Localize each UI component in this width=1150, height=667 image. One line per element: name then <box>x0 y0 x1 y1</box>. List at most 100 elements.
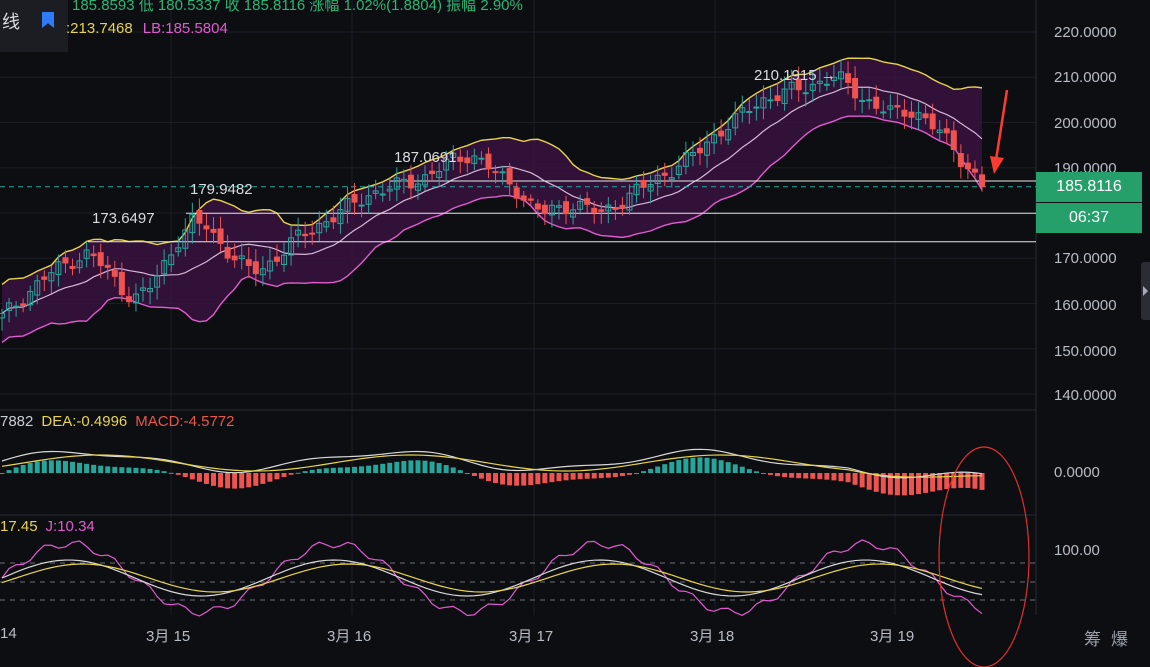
candle-body <box>210 228 217 233</box>
candle-body <box>584 198 591 205</box>
macd-bar <box>556 473 562 482</box>
candle-body <box>111 270 118 277</box>
candle-body <box>654 174 661 184</box>
candle-body <box>809 83 816 91</box>
macd-dea-line <box>1 454 983 478</box>
macd-bar <box>810 473 816 479</box>
candle-body <box>302 233 309 237</box>
candle-body <box>718 130 725 137</box>
macd-bar <box>27 463 33 473</box>
candle-body <box>534 203 541 210</box>
price-tick-label: 150.0000 <box>1054 343 1117 360</box>
candle-body <box>13 305 20 308</box>
candle-body <box>929 113 936 130</box>
candle-body <box>386 188 393 192</box>
boll-lb: LB:185.5804 <box>142 20 228 37</box>
macd-bar <box>852 473 858 485</box>
candle-body <box>570 209 577 218</box>
macd-bar <box>493 473 499 484</box>
candle-body <box>224 246 231 259</box>
candle-body <box>696 147 703 154</box>
macd-bar <box>98 465 104 473</box>
candle-body <box>245 259 252 266</box>
macd-bar <box>70 461 76 473</box>
macd-legend: 7882 DEA:-0.4996 MACD:-4.5772 <box>0 413 234 430</box>
candle-body <box>273 256 280 262</box>
time-tick-label: 3月 15 <box>146 628 191 645</box>
macd-bar <box>824 473 830 480</box>
macd-bar <box>775 473 781 477</box>
candle-body <box>922 113 929 119</box>
macd-bar <box>584 473 590 479</box>
countdown-badge: 06:37 <box>1036 203 1142 233</box>
macd-bar <box>612 473 618 478</box>
macd-bar <box>944 473 950 490</box>
candle-body <box>598 209 605 212</box>
macd-bar <box>655 466 661 473</box>
candle-body <box>957 153 964 167</box>
macd-bar <box>937 473 943 491</box>
candle-body <box>337 209 344 225</box>
macd-bar <box>626 473 632 475</box>
candle-body <box>351 194 358 203</box>
time-tick-label: 3月 17 <box>509 628 554 645</box>
candle-body <box>154 275 161 288</box>
red-arrow-head <box>990 156 1004 174</box>
candle-body <box>979 174 985 187</box>
candle-body <box>873 96 880 109</box>
candle-body <box>612 207 619 210</box>
price-tick-label: 170.0000 <box>1054 250 1117 267</box>
candle-body <box>478 157 485 160</box>
expand-handle-icon[interactable] <box>1141 262 1150 320</box>
burst-tool[interactable]: 爆 <box>1111 630 1128 649</box>
annotation-high: 210.1915 → <box>754 67 836 84</box>
candle-body <box>6 302 13 311</box>
candle-body <box>732 113 739 129</box>
price-tick-label: 140.0000 <box>1054 387 1117 404</box>
macd-bar <box>288 473 294 475</box>
macd-bar <box>133 467 139 473</box>
symbol-tab[interactable]: 线 <box>0 0 68 52</box>
macd-bar <box>739 466 745 473</box>
candle-body <box>901 109 908 117</box>
candle-body <box>506 168 513 185</box>
macd-bar <box>535 473 541 485</box>
macd-bar <box>189 473 195 480</box>
macd-bar <box>549 473 555 483</box>
macd-bar <box>880 473 886 494</box>
macd-bar <box>683 458 689 473</box>
time-tick-label: 3月 19 <box>870 628 915 645</box>
candle-body <box>464 157 471 164</box>
macd-dif: 7882 <box>0 413 34 430</box>
macd-bar <box>316 468 322 473</box>
candle-body <box>55 261 62 275</box>
candle-body <box>443 158 450 171</box>
candle-body <box>802 92 809 95</box>
macd-bar <box>542 473 548 484</box>
macd-bar <box>330 467 336 473</box>
time-tick-label: 3月 16 <box>327 628 372 645</box>
candle-body <box>640 179 647 188</box>
macd-bar <box>309 469 315 473</box>
candle-body <box>866 99 873 102</box>
candle-body <box>189 214 196 234</box>
candle-body <box>633 183 640 196</box>
kdj-j: J:10.34 <box>45 518 95 535</box>
red-arrow-shaft <box>994 89 1009 161</box>
boll-band <box>2 58 982 343</box>
macd-bar <box>760 473 766 474</box>
candle-body <box>647 184 654 192</box>
candle-body <box>344 197 351 212</box>
annotation-level-3: 179.9482 <box>190 181 253 198</box>
candle-body <box>309 232 316 235</box>
candle-body <box>492 171 499 174</box>
macd-bar <box>711 458 717 473</box>
macd-bar <box>394 461 400 473</box>
candle-body <box>175 247 182 253</box>
chips-tool[interactable]: 筹 <box>1084 630 1101 649</box>
candle-body <box>288 237 295 256</box>
candle-body <box>104 264 111 268</box>
bookmark-icon[interactable] <box>42 12 54 28</box>
time-tick-label: 3月 18 <box>690 628 735 645</box>
